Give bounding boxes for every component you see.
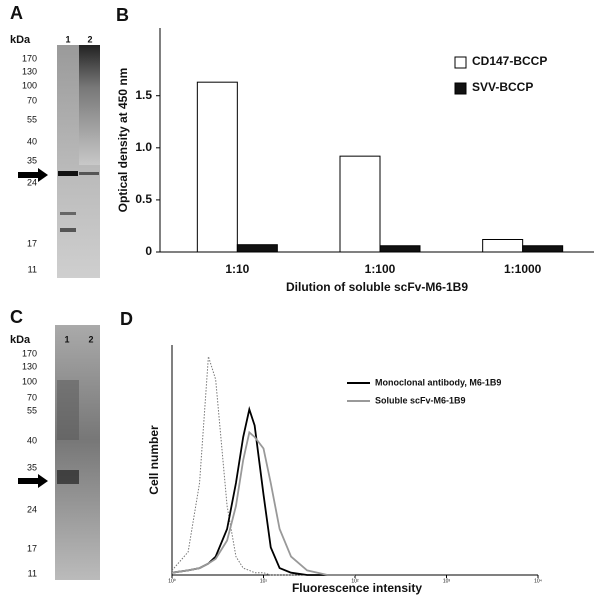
lane-label: 2 — [87, 34, 92, 44]
x-tick-label: 10⁰ — [168, 578, 176, 584]
legend-swatch — [454, 56, 467, 69]
marker-label: 55 — [27, 114, 37, 124]
x-tick-label: 10³ — [443, 578, 451, 584]
marker-label: 40 — [27, 136, 37, 146]
panel-letter: C — [10, 307, 23, 327]
marker-label: 40 — [27, 435, 37, 445]
lane-label: 2 — [88, 334, 93, 344]
marker-label: 70 — [27, 95, 37, 105]
marker-label: 130 — [22, 66, 37, 76]
panel-letter: A — [10, 3, 23, 23]
blot-c — [18, 325, 100, 580]
bar — [522, 245, 564, 253]
x-axis-label: Dilution of soluble scFv-M6-1B9 — [286, 280, 468, 294]
x-tick-label: 10⁴ — [534, 578, 542, 584]
y-tick-label: 1.0 — [135, 140, 152, 154]
panel-letter: B — [116, 5, 129, 25]
y-axis-label: Optical density at 450 nm — [116, 68, 130, 213]
y-tick-label: 1.5 — [135, 88, 152, 102]
x-axis-label: Fluorescence intensity — [292, 581, 422, 595]
y-tick-label: 0 — [145, 244, 152, 258]
x-tick-label: 1:1000 — [504, 262, 542, 276]
x-tick-label: 1:100 — [365, 262, 396, 276]
marker-label: 35 — [27, 462, 37, 472]
y-axis-label: Cell number — [147, 425, 161, 495]
lane-label: 1 — [64, 334, 69, 344]
legend-label: Monoclonal antibody, M6-1B9 — [375, 377, 501, 387]
marker-label: 17 — [27, 543, 37, 553]
legend-label: SVV-BCCP — [472, 80, 533, 94]
marker-label: 11 — [28, 568, 37, 578]
histogram-line — [171, 406, 355, 576]
panel-letter: D — [120, 309, 133, 329]
marker-label: 100 — [22, 376, 37, 386]
unit-label: kDa — [10, 34, 31, 46]
bar — [379, 245, 421, 253]
legend-label: Soluble scFv-M6-1B9 — [375, 395, 466, 405]
marker-label: 24 — [27, 504, 37, 514]
unit-label: kDa — [10, 334, 31, 346]
histogram-line — [171, 356, 355, 576]
blot-a — [18, 45, 100, 278]
marker-label: 70 — [27, 392, 37, 402]
histogram-line — [171, 430, 355, 576]
x-tick-label: 10¹ — [260, 578, 268, 584]
marker-label: 11 — [28, 264, 37, 274]
x-tick-label: 10² — [351, 578, 359, 584]
bar — [482, 238, 524, 253]
marker-label: 35 — [27, 155, 37, 165]
marker-label: 100 — [22, 80, 37, 90]
marker-label: 170 — [22, 348, 37, 358]
legend-label: CD147-BCCP — [472, 54, 547, 68]
marker-label: 130 — [22, 361, 37, 371]
marker-label: 17 — [27, 238, 37, 248]
x-tick-label: 1:10 — [225, 262, 249, 276]
marker-label: 24 — [27, 177, 37, 187]
bar — [339, 155, 381, 253]
y-tick-label: 0.5 — [135, 192, 152, 206]
bar — [196, 81, 238, 253]
marker-label: 55 — [27, 405, 37, 415]
bar — [236, 244, 278, 253]
marker-label: 170 — [22, 53, 37, 63]
lane-label: 1 — [65, 34, 70, 44]
legend-swatch — [454, 82, 467, 95]
